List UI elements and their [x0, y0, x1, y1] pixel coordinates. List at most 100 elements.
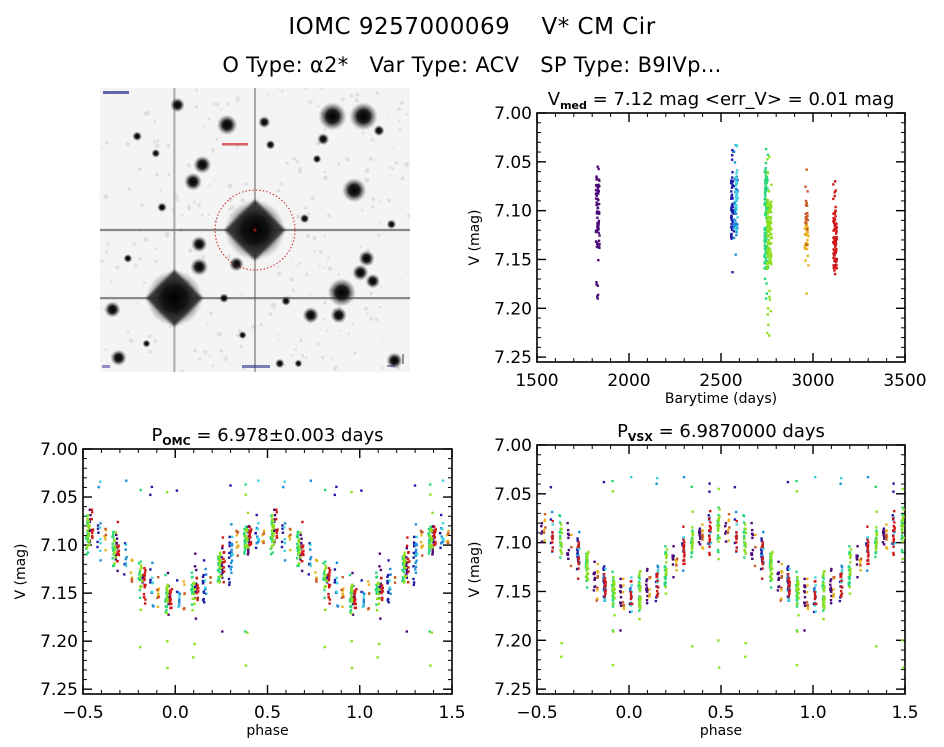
data-point — [551, 546, 554, 549]
data-point — [209, 581, 212, 584]
data-point — [596, 293, 600, 297]
data-point — [327, 578, 331, 582]
data-point — [586, 562, 589, 565]
data-point — [690, 555, 693, 559]
data-point — [244, 483, 247, 486]
data-point — [731, 179, 735, 183]
data-point — [691, 645, 694, 648]
data-point — [143, 577, 146, 580]
data-point — [822, 609, 825, 612]
x-tick-label: 3000 — [791, 371, 834, 391]
data-point — [764, 187, 767, 190]
data-point — [770, 571, 773, 575]
data-point — [701, 529, 704, 532]
data-point — [406, 557, 410, 560]
data-point — [323, 576, 326, 579]
data-point — [731, 176, 734, 179]
data-point — [315, 578, 318, 581]
data-point — [832, 595, 835, 598]
data-point — [619, 596, 623, 599]
data-point — [99, 541, 102, 545]
star — [349, 102, 378, 131]
star — [157, 202, 167, 213]
data-point — [839, 482, 842, 485]
data-point — [884, 533, 888, 537]
data-point — [123, 573, 126, 576]
data-point — [170, 588, 174, 591]
data-point — [892, 545, 895, 548]
data-point — [805, 201, 808, 205]
data-point — [761, 567, 764, 570]
data-point — [149, 568, 152, 571]
data-point — [220, 573, 223, 576]
data-point — [664, 577, 667, 580]
star — [104, 301, 121, 318]
data-point — [138, 573, 141, 576]
data-point — [586, 552, 589, 556]
data-point — [602, 568, 606, 572]
star — [229, 256, 244, 272]
data-point — [797, 592, 800, 595]
data-point — [567, 557, 570, 560]
data-point — [112, 564, 115, 567]
data-point — [902, 508, 905, 511]
data-point — [549, 486, 553, 489]
data-point — [761, 577, 764, 580]
data-point — [227, 577, 231, 581]
data-point — [151, 582, 154, 585]
data-point — [250, 528, 253, 531]
data-point — [841, 586, 844, 589]
data-point — [735, 523, 738, 526]
data-point — [165, 612, 169, 615]
data-point — [86, 544, 89, 548]
data-point — [769, 579, 772, 582]
data-point — [763, 203, 766, 206]
data-point — [130, 576, 134, 580]
data-point — [593, 576, 597, 580]
data-point — [228, 583, 231, 587]
data-point — [736, 227, 739, 230]
data-point — [766, 261, 769, 265]
data-point — [379, 617, 382, 620]
data-point — [439, 531, 442, 535]
data-point — [769, 216, 773, 219]
data-point — [867, 551, 870, 554]
data-point — [796, 586, 799, 590]
data-point — [865, 542, 868, 545]
data-point — [675, 558, 678, 562]
data-point — [764, 257, 768, 260]
data-point — [717, 520, 720, 523]
data-point — [892, 537, 895, 541]
data-point — [637, 583, 640, 587]
data-point — [612, 577, 615, 580]
data-point — [795, 479, 798, 483]
data-point — [380, 584, 384, 587]
data-point — [328, 602, 331, 605]
data-point — [246, 553, 250, 556]
data-point — [770, 559, 773, 562]
data-point — [892, 529, 896, 533]
data-point — [834, 245, 837, 248]
data-point — [882, 527, 886, 530]
data-point — [281, 524, 284, 527]
data-point — [441, 527, 444, 531]
data-point — [664, 545, 667, 548]
data-point — [87, 532, 91, 535]
data-point — [140, 566, 143, 570]
data-point — [401, 569, 404, 572]
x-tick-label: 1.5 — [438, 703, 465, 723]
data-point — [283, 526, 286, 529]
data-point — [248, 534, 251, 538]
data-point — [230, 523, 233, 526]
data-point — [621, 601, 625, 604]
data-point — [766, 226, 770, 229]
data-point — [833, 243, 837, 246]
data-point — [157, 576, 160, 579]
data-point — [822, 590, 826, 593]
data-point — [597, 239, 601, 242]
data-point — [724, 530, 728, 533]
data-point — [143, 567, 146, 570]
data-point — [788, 584, 791, 587]
star — [265, 140, 276, 150]
data-point — [867, 553, 870, 556]
